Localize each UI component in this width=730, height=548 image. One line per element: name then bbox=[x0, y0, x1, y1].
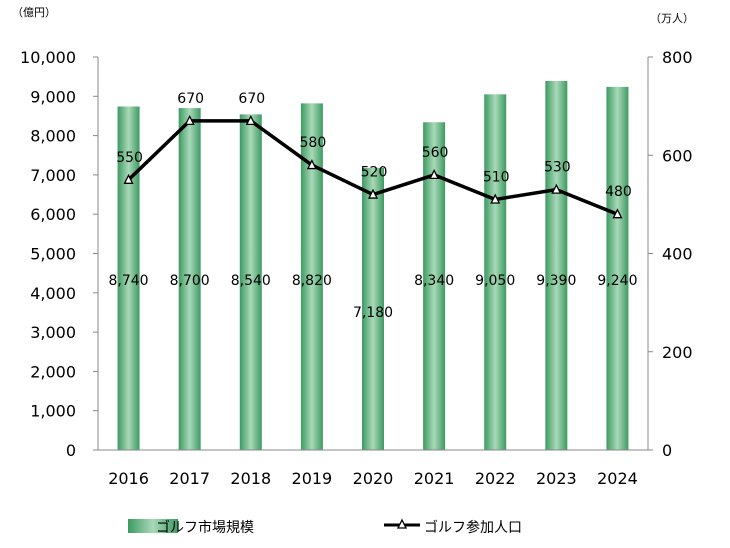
line-value-label: 670 bbox=[238, 91, 265, 107]
left-axis-tick-label: 9,000 bbox=[30, 87, 76, 106]
line-marker bbox=[551, 183, 562, 194]
bar-value-label: 9,240 bbox=[597, 273, 637, 289]
line-marker bbox=[429, 168, 440, 180]
left-axis-tick-label: 1,000 bbox=[30, 402, 76, 421]
x-axis-tick-label: 2019 bbox=[292, 469, 333, 488]
bar-value-label: 9,390 bbox=[536, 273, 576, 289]
right-axis-tick-label: 800 bbox=[662, 48, 693, 67]
line-value-label: 520 bbox=[361, 165, 388, 181]
bar-value-label: 8,820 bbox=[292, 273, 332, 289]
left-axis-tick-label: 8,000 bbox=[30, 127, 76, 146]
line-marker bbox=[612, 208, 623, 219]
left-axis-tick-label: 5,000 bbox=[30, 245, 76, 264]
right-axis: 0 200 400 600 800 bbox=[648, 48, 693, 460]
line-marker bbox=[490, 193, 501, 204]
line-marker bbox=[184, 114, 195, 126]
line-value-label: 560 bbox=[422, 145, 449, 161]
x-axis-tick-label: 2021 bbox=[414, 469, 455, 488]
right-axis-tick-label: 600 bbox=[662, 146, 693, 165]
x-axis-tick-label: 2018 bbox=[230, 469, 271, 488]
legend-bar-label: ゴルフ市場規模 bbox=[156, 519, 254, 536]
bar bbox=[484, 94, 507, 451]
line-marker bbox=[367, 188, 379, 199]
x-axis: 2016 2017 2018 2019 2020 2021 2022 2023 2024 bbox=[108, 469, 638, 488]
bar-value-label: 7,180 bbox=[353, 305, 393, 321]
x-axis-tick-label: 2022 bbox=[475, 469, 516, 488]
bar-value-label: 8,740 bbox=[109, 273, 149, 289]
right-axis-unit: （万人） bbox=[650, 12, 694, 25]
line-marker bbox=[306, 159, 317, 170]
left-axis-unit: （億円） bbox=[12, 6, 56, 19]
right-axis-tick-label: 200 bbox=[662, 343, 693, 362]
x-axis-tick-label: 2024 bbox=[597, 469, 638, 488]
line-value-label: 550 bbox=[116, 150, 143, 166]
bar-value-label: 8,540 bbox=[231, 273, 271, 289]
line-value-label: 670 bbox=[177, 91, 204, 107]
bar bbox=[545, 80, 568, 451]
line-value-label: 510 bbox=[483, 169, 510, 185]
legend-line-label: ゴルフ参加人口 bbox=[424, 519, 522, 536]
line-series: 550 670 670 580 520 560 510 530 480 bbox=[116, 91, 632, 219]
x-axis-tick-label: 2020 bbox=[353, 469, 394, 488]
left-axis-tick-label: 3,000 bbox=[30, 323, 76, 342]
bar bbox=[239, 114, 262, 451]
bar-value-label: 8,700 bbox=[170, 273, 210, 289]
bar-series: 8,740 8,700 8,540 8,820 7,180 8,340 9,050 9,390… bbox=[109, 80, 637, 451]
bar bbox=[423, 122, 446, 450]
legend-bar-swatch bbox=[128, 519, 178, 533]
bar bbox=[362, 167, 384, 451]
right-axis-tick-label: 0 bbox=[662, 441, 672, 460]
right-axis-tick-label: 400 bbox=[662, 245, 693, 264]
bar bbox=[300, 103, 323, 451]
line-marker bbox=[123, 173, 134, 184]
left-axis-tick-label: 2,000 bbox=[30, 362, 76, 381]
x-axis-tick-label: 2023 bbox=[536, 469, 577, 488]
axis-lines bbox=[97, 57, 649, 451]
line-marker bbox=[245, 114, 256, 126]
line-value-label: 480 bbox=[605, 184, 632, 200]
bar bbox=[178, 108, 201, 450]
left-axis-tick-label: 4,000 bbox=[30, 284, 76, 303]
x-axis-tick-label: 2017 bbox=[169, 469, 210, 488]
legend: ゴルフ市場規模 ゴルフ参加人口 bbox=[128, 518, 522, 536]
bar-value-label: 9,050 bbox=[475, 273, 515, 289]
bar bbox=[117, 106, 140, 450]
left-axis-tick-label: 7,000 bbox=[30, 166, 76, 185]
bar-value-label: 8,340 bbox=[414, 273, 454, 289]
x-axis-tick-label: 2016 bbox=[108, 469, 149, 488]
left-axis-tick-label: 10,000 bbox=[20, 48, 76, 67]
left-axis-tick-label: 6,000 bbox=[30, 205, 76, 224]
legend-line-marker bbox=[396, 518, 408, 529]
left-axis-tick-label: 0 bbox=[66, 441, 76, 460]
line-value-label: 580 bbox=[300, 135, 327, 151]
left-axis: 0 1,000 2,000 3,000 4,000 5,000 6,000 7,000 8,00… bbox=[20, 48, 98, 460]
bar bbox=[606, 86, 629, 451]
line-value-label: 530 bbox=[544, 160, 571, 176]
